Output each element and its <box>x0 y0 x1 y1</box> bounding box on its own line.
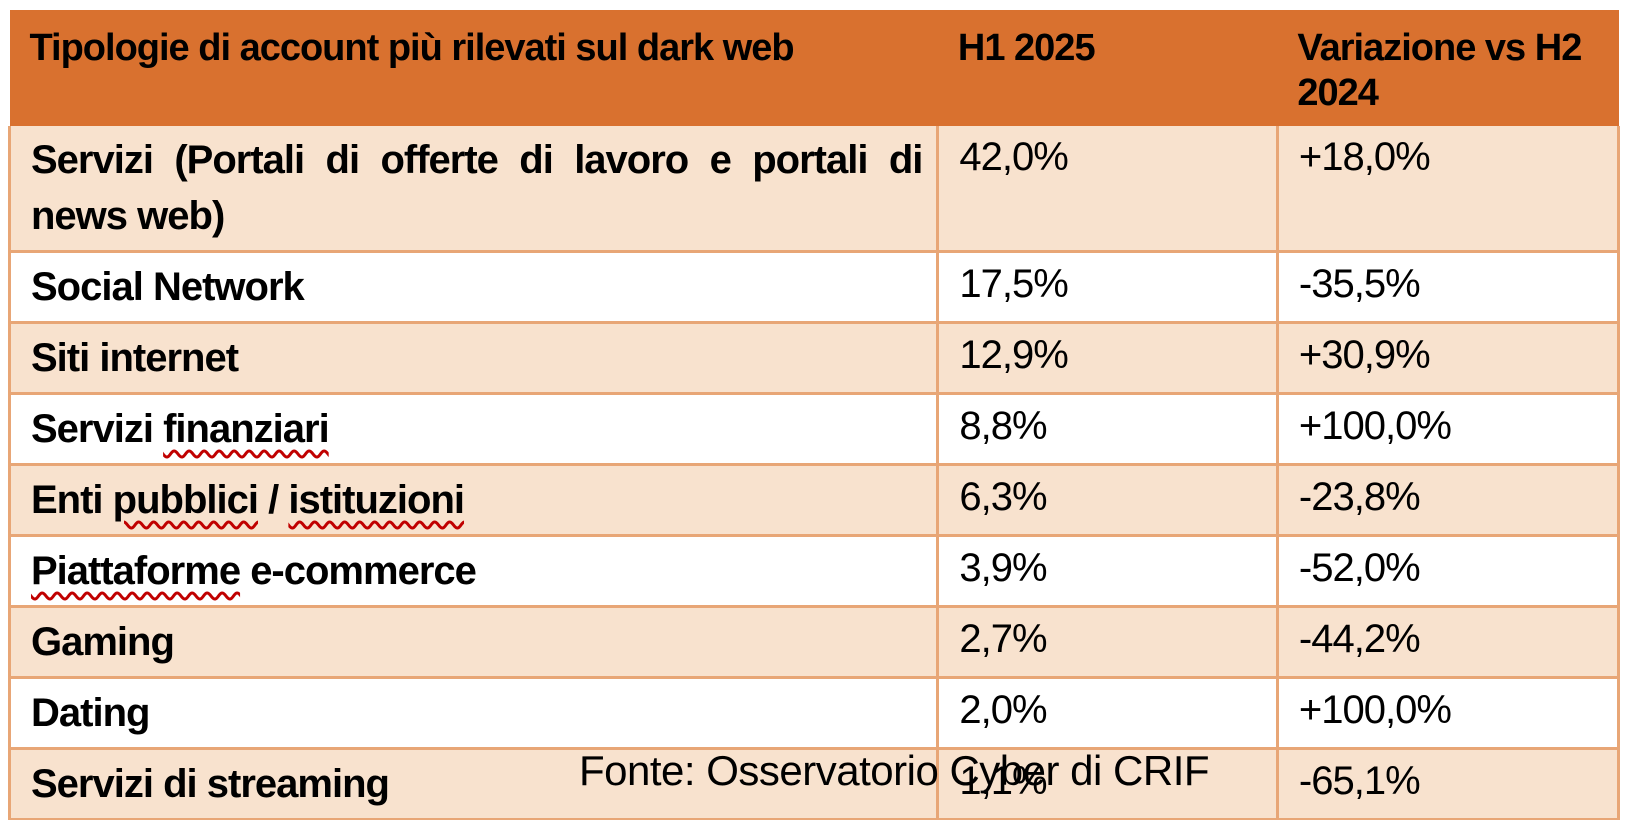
row-label: Dating <box>7 675 940 750</box>
row-label: Enti pubblici / istituzioni <box>7 462 940 537</box>
row-value-variazione: -35,5% <box>1275 249 1621 324</box>
row-value-variazione: -52,0% <box>1275 533 1621 608</box>
table-row: Piattaforme e-commerce 3,9% -52,0% <box>7 533 1621 608</box>
column-header-variazione: Variazione vs H2 2024 <box>1277 10 1619 126</box>
source-caption: Fonte: Osservatorio Cyber di CRIF <box>578 747 1210 794</box>
row-value-variazione: +100,0% <box>1275 675 1621 750</box>
misspelled-word: Piattaforme <box>31 548 241 593</box>
row-value-h1-2025: 3,9% <box>936 533 1279 608</box>
table-row: Servizi (Portali di offerte di lavoro e … <box>7 124 1621 253</box>
table-row: Dating 2,0% +100,0% <box>7 675 1621 750</box>
table-row: Siti internet 12,9% +30,9% <box>7 320 1621 395</box>
column-header-h1-2025: H1 2025 <box>937 10 1278 126</box>
table-row: Enti pubblici / istituzioni 6,3% -23,8% <box>7 462 1621 537</box>
misspelled-word: finanziari <box>163 406 330 451</box>
row-label: Servizi finanziari <box>7 391 940 466</box>
misspelled-word: pubblici <box>112 477 259 522</box>
row-value-variazione: +18,0% <box>1275 124 1621 253</box>
row-value-h1-2025: 6,3% <box>936 462 1279 537</box>
row-value-h1-2025: 2,0% <box>936 675 1279 750</box>
row-label: Siti internet <box>7 320 940 395</box>
row-value-h1-2025: 1,1% <box>936 746 1279 820</box>
row-value-variazione: -65,1% <box>1275 746 1621 820</box>
row-label: Social Network <box>7 249 940 324</box>
table-row: Gaming 2,7% -44,2% <box>7 604 1621 679</box>
column-header-tipologie: Tipologie di account più rilevati sul da… <box>9 10 938 126</box>
row-value-variazione: +100,0% <box>1275 391 1621 466</box>
table-row: Servizi finanziari 8,8% +100,0% <box>7 391 1621 466</box>
row-value-h1-2025: 42,0% <box>936 124 1279 253</box>
header-row: Tipologie di account più rilevati sul da… <box>9 10 1619 126</box>
row-value-h1-2025: 8,8% <box>936 391 1279 466</box>
row-label: Servizi (Portali di offerte di lavoro e … <box>7 124 940 253</box>
row-label: Servizi di streaming <box>7 746 940 820</box>
table-row: Servizi di streaming 1,1% -65,1% <box>7 746 1621 820</box>
row-value-variazione: -23,8% <box>1275 462 1621 537</box>
table-row: Social Network 17,5% -35,5% <box>7 249 1621 324</box>
row-value-h1-2025: 17,5% <box>936 249 1279 324</box>
row-value-h1-2025: 12,9% <box>936 320 1279 395</box>
row-value-h1-2025: 2,7% <box>936 604 1279 679</box>
row-value-variazione: -44,2% <box>1275 604 1621 679</box>
row-label: Piattaforme e-commerce <box>7 533 940 608</box>
misspelled-word: istituzioni <box>288 477 465 522</box>
table-body: Servizi (Portali di offerte di lavoro e … <box>7 124 1621 820</box>
source-caption-row: Fonte: Osservatorio Cyber di CRIF <box>0 747 1638 794</box>
row-label: Gaming <box>7 604 940 679</box>
row-value-variazione: +30,9% <box>1275 320 1621 395</box>
dark-web-accounts-table: Tipologie di account più rilevati sul da… <box>7 10 1621 820</box>
dark-web-accounts-table-wrap: Tipologie di account più rilevati sul da… <box>7 10 1621 820</box>
